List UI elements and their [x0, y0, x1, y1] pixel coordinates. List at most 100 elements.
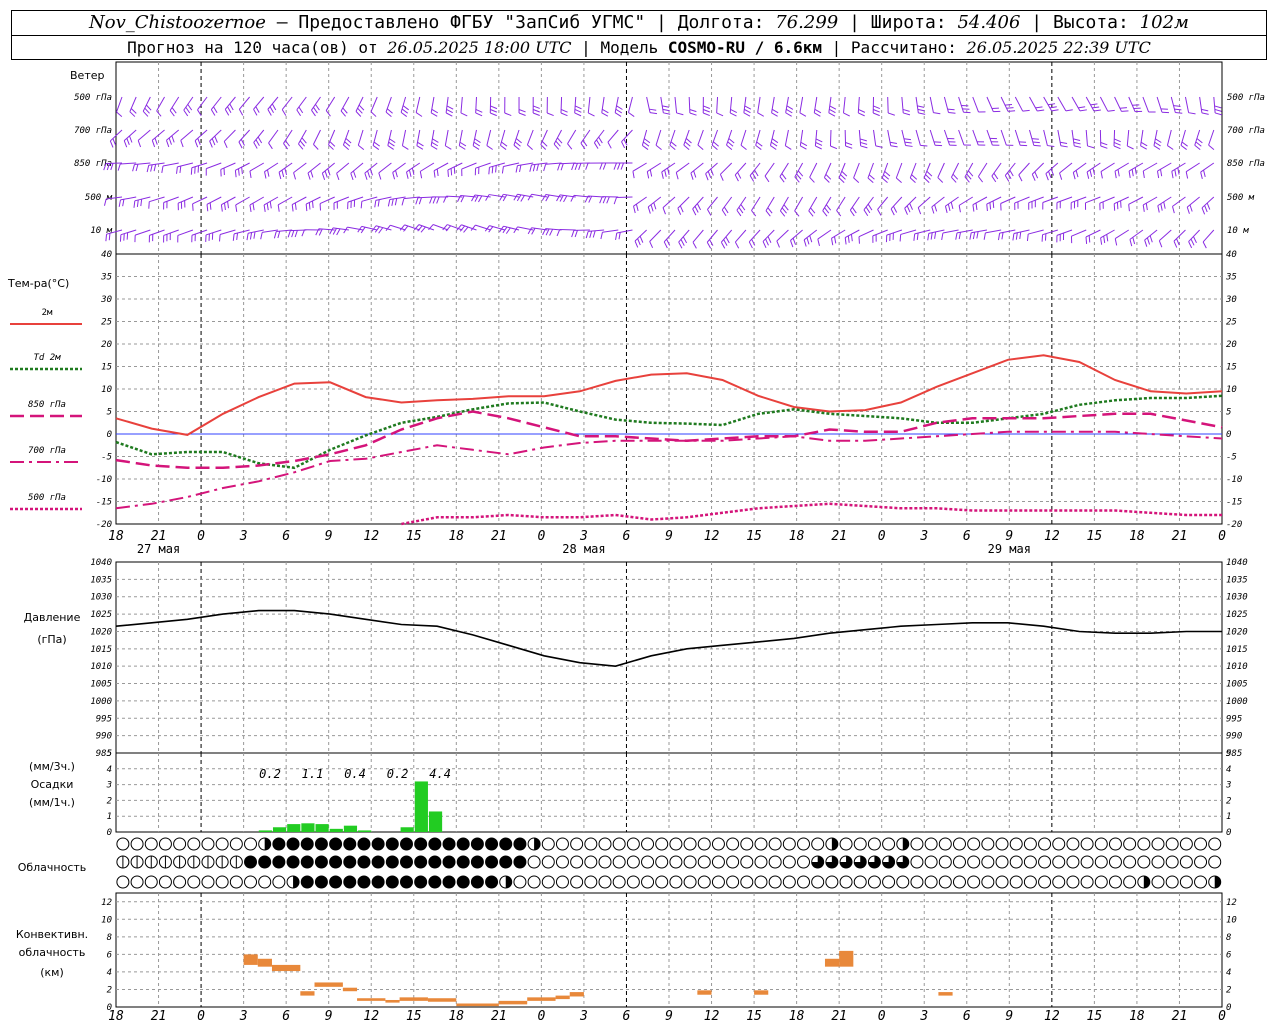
- wind-barb-flag: [305, 204, 308, 212]
- wind-barb-flag: [1214, 108, 1222, 112]
- wind-barb-flag: [392, 172, 396, 180]
- wind-barb-staff: [1202, 229, 1215, 243]
- wind-barb-flag: [1034, 171, 1039, 179]
- wind-barb-staff: [194, 129, 208, 142]
- wind-barb-flag: [401, 198, 405, 206]
- wind-barb-staff: [1114, 229, 1130, 240]
- pressure-panel-ytick-right: 985: [1226, 749, 1242, 759]
- wind-barb-flag: [253, 109, 258, 116]
- cloud-cover-circle: [924, 837, 938, 851]
- wind-barb-staff: [771, 96, 775, 113]
- wind-barb-staff: [705, 162, 718, 175]
- cloud-circle-outline: [967, 875, 981, 889]
- wind-barb-staff: [776, 229, 789, 242]
- wind-barb-flag: [214, 135, 218, 143]
- forecast-label: Прогноз на 120 часа(ов) от: [127, 38, 378, 57]
- cloud-cover-circle: [655, 837, 669, 851]
- cloud-cover-circle: [456, 875, 470, 889]
- wind-barb-flag: [1201, 207, 1206, 215]
- wind-barb-staff: [972, 129, 979, 146]
- cloud-cover-circle: [329, 875, 343, 889]
- wind-barb-staff: [559, 228, 576, 231]
- pressure-panel-ytick-right: 1010: [1226, 662, 1248, 672]
- wind-barb-flag: [1009, 169, 1014, 177]
- wind-barb-flag: [721, 209, 727, 217]
- cloud-cover-circle: [697, 837, 711, 851]
- wind-barb-staff: [675, 162, 690, 173]
- wind-level-label-right: 850 гПа: [1227, 159, 1265, 169]
- wind-barb-staff: [683, 129, 690, 146]
- cloud-cover-circle: [300, 855, 314, 869]
- wind-barb-flag: [500, 144, 507, 150]
- wind-barb-staff: [1042, 196, 1059, 203]
- wind-barb-flag: [277, 231, 281, 239]
- wind-level-label-left: 500 м: [85, 193, 113, 203]
- cloud-cover-circle: [215, 855, 229, 869]
- wind-barb-staff: [432, 224, 449, 231]
- wind-barb-flag: [540, 144, 547, 150]
- wind-barb-staff: [720, 162, 733, 175]
- wind-barb-staff: [971, 229, 988, 234]
- wind-barb-flag: [513, 193, 518, 201]
- wind-barb-flag: [693, 170, 697, 178]
- wind-barb-staff: [958, 129, 965, 146]
- cloud-cover-circle: [1151, 855, 1165, 869]
- wind-barb-flag: [1174, 169, 1177, 177]
- cloud-circle-outline: [130, 837, 144, 851]
- precip-panel-ytick-right: 1: [1226, 812, 1231, 822]
- temp-xtick: 18: [108, 529, 124, 544]
- wind-barb-staff: [872, 229, 888, 237]
- cloud-cover-circle: [1023, 855, 1037, 869]
- cloud-cover-circle: [329, 855, 343, 869]
- wind-barb-staff: [151, 129, 165, 141]
- cloud-cover-circle: [924, 855, 938, 869]
- wind-barb-flag: [473, 141, 481, 147]
- wind-barb-flag: [527, 194, 533, 201]
- cloud-cover-circle: [740, 855, 754, 869]
- cloud-cover-circle: [1066, 875, 1080, 889]
- wind-barb-flag: [740, 144, 747, 150]
- wind-barb-staff: [268, 129, 279, 144]
- wind-barb-staff: [253, 96, 265, 110]
- wind-barb-flag: [532, 164, 536, 172]
- wind-level-label-right: 10 м: [1227, 226, 1249, 236]
- wind-barb-staff: [917, 196, 931, 208]
- temp-panel-ytick-left: 40: [101, 250, 112, 260]
- wind-barb-flag: [814, 108, 822, 114]
- cloud-circle-outline: [343, 855, 357, 869]
- cloud-cover-circle: [414, 837, 428, 851]
- wind-barb-flag: [484, 225, 490, 232]
- wind-title: Ветер: [70, 69, 104, 82]
- wind-barb-flag: [400, 111, 408, 117]
- cloud-cover-circle: [1165, 837, 1179, 851]
- wind-barb-staff: [1113, 196, 1129, 205]
- wind-barb-flag: [514, 141, 521, 147]
- cloud-circle-outline: [797, 875, 811, 889]
- wind-barb-flag: [1134, 167, 1137, 175]
- wind-barb-flag: [933, 112, 941, 115]
- cloud-cover-circle: [1165, 875, 1179, 889]
- wind-barb-flag: [112, 138, 117, 146]
- wind-barb-flag: [442, 224, 448, 231]
- wind-barb-staff: [1056, 229, 1073, 236]
- wind-barb-flag: [727, 141, 734, 147]
- wind-barb-flag: [729, 112, 737, 117]
- temp-panel-ytick-left: 0: [107, 430, 112, 440]
- wind-barb-flag: [329, 141, 336, 147]
- conv-panel-ytick-left: 4: [107, 968, 112, 978]
- wind-barb-flag: [1144, 239, 1148, 247]
- wind-barb-flag: [340, 110, 346, 117]
- wind-barb-flag: [599, 196, 603, 204]
- wind-barb-flag: [345, 138, 352, 144]
- wind-barb-flag: [585, 162, 589, 170]
- wind-barb-staff: [817, 229, 832, 240]
- wind-barb-flag: [1189, 204, 1193, 212]
- cloud-circle-outline: [1165, 837, 1179, 851]
- wind-barb-flag: [235, 204, 238, 212]
- cloud-cover-circle: [626, 875, 640, 889]
- wind-barb-staff: [1045, 162, 1059, 174]
- wind-barb-flag: [653, 202, 657, 210]
- wind-barb-flag: [546, 112, 554, 117]
- wind-barb-flag: [533, 105, 540, 109]
- wind-barb-flag: [655, 144, 662, 150]
